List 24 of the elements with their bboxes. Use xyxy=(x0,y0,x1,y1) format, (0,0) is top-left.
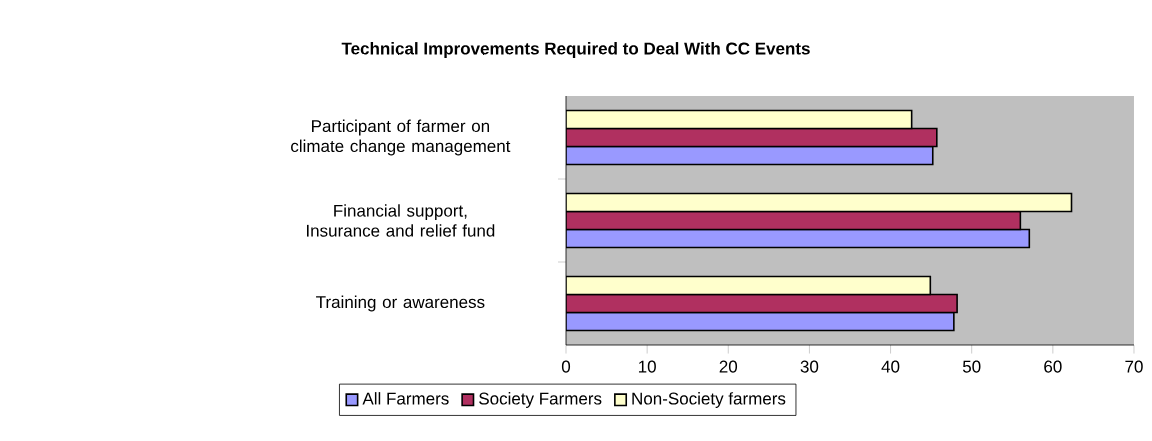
x-tick-label: 50 xyxy=(962,360,981,373)
x-tick-label: 10 xyxy=(638,360,656,373)
bar xyxy=(566,275,932,296)
bar xyxy=(566,293,958,314)
legend-label: Society Farmers xyxy=(479,392,602,408)
bar xyxy=(566,192,1073,213)
y-tick-label: Participant of farmer on climate change management xyxy=(291,119,511,156)
x-tick-label: 0 xyxy=(561,360,571,373)
bar xyxy=(566,311,955,332)
legend-label: All Farmers xyxy=(362,392,449,405)
x-tick-label: 70 xyxy=(1125,360,1143,373)
x-tick-label: 30 xyxy=(800,360,819,373)
x-tick-label: 20 xyxy=(719,360,738,373)
x-tick-label: 40 xyxy=(881,360,900,373)
bar xyxy=(566,145,934,166)
bar xyxy=(566,109,913,130)
y-tick-label: Financial support, Insurance and relief fund xyxy=(306,204,495,237)
x-tick-label: 60 xyxy=(1044,360,1062,373)
bar xyxy=(566,210,1022,231)
legend-label: Non-Society farmers xyxy=(632,392,786,408)
chart-title: Technical Improvements Required to Deal With CC Events xyxy=(341,42,810,58)
bar xyxy=(566,127,938,148)
y-tick-label: Training or awareness xyxy=(316,295,485,312)
bar xyxy=(566,228,1031,249)
